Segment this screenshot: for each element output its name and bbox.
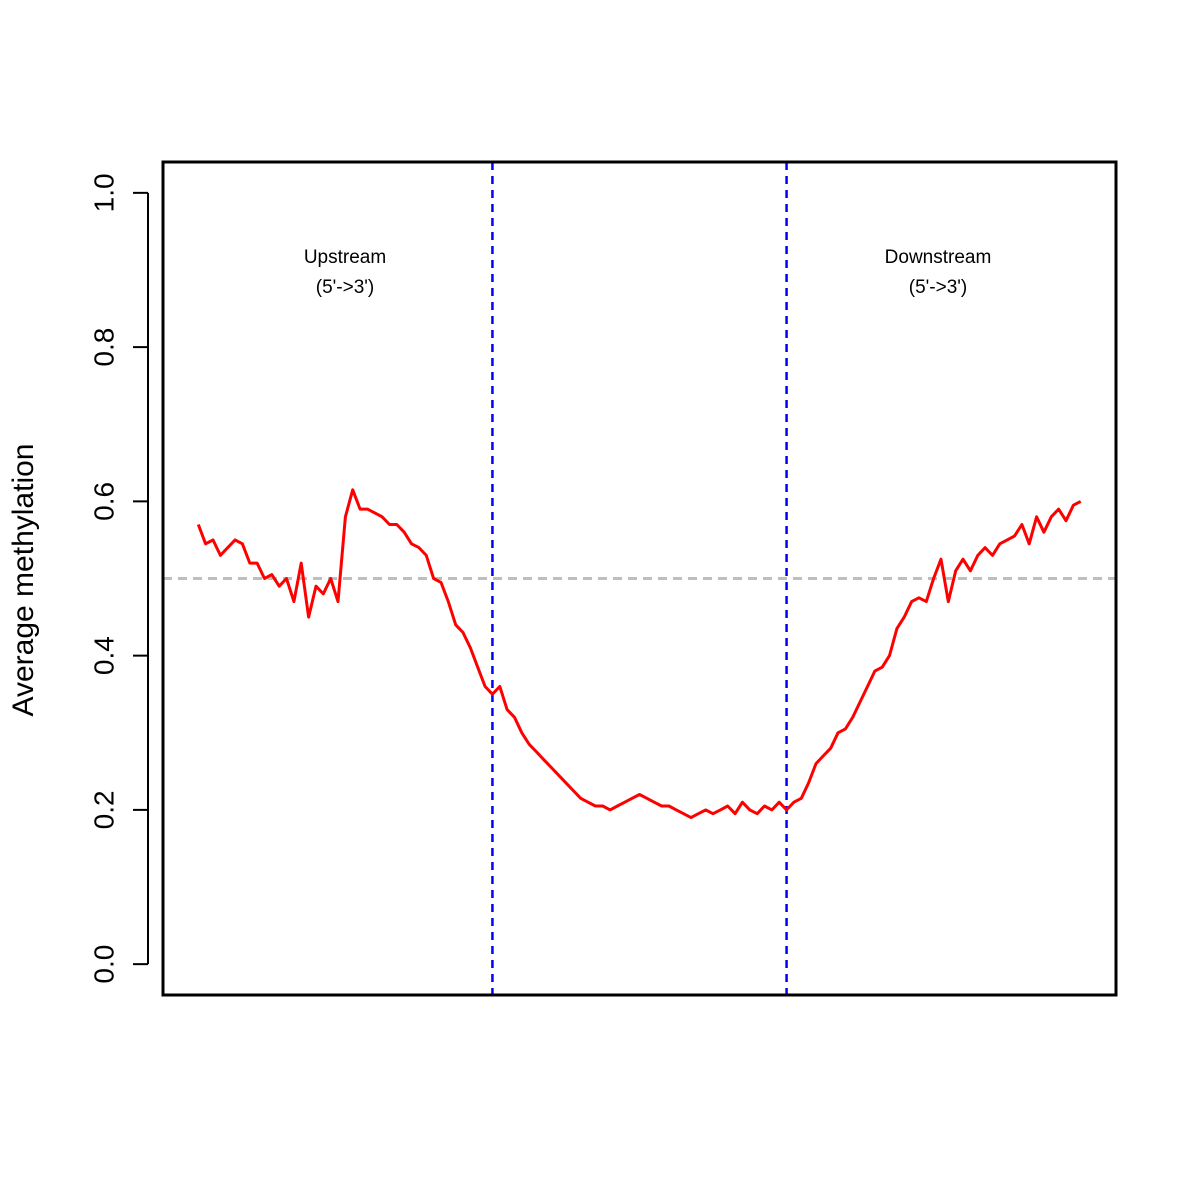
data-line [196,488,1082,820]
region-annotation: (5'->3') [909,277,967,298]
plot-frame [161,160,1118,997]
y-axis-label: Average methylation [7,444,40,717]
y-tick-label: 0.0 [88,945,119,984]
y-tick-label: 0.4 [88,636,119,675]
region-annotation: Downstream [885,247,992,268]
y-tick-label: 0.8 [88,328,119,367]
region-annotation: (5'->3') [316,277,374,298]
region-annotation: Upstream [304,247,386,268]
y-tick-label: 0.2 [88,790,119,829]
y-tick-label: 0.6 [88,482,119,521]
y-tick-label: 1.0 [88,173,119,212]
